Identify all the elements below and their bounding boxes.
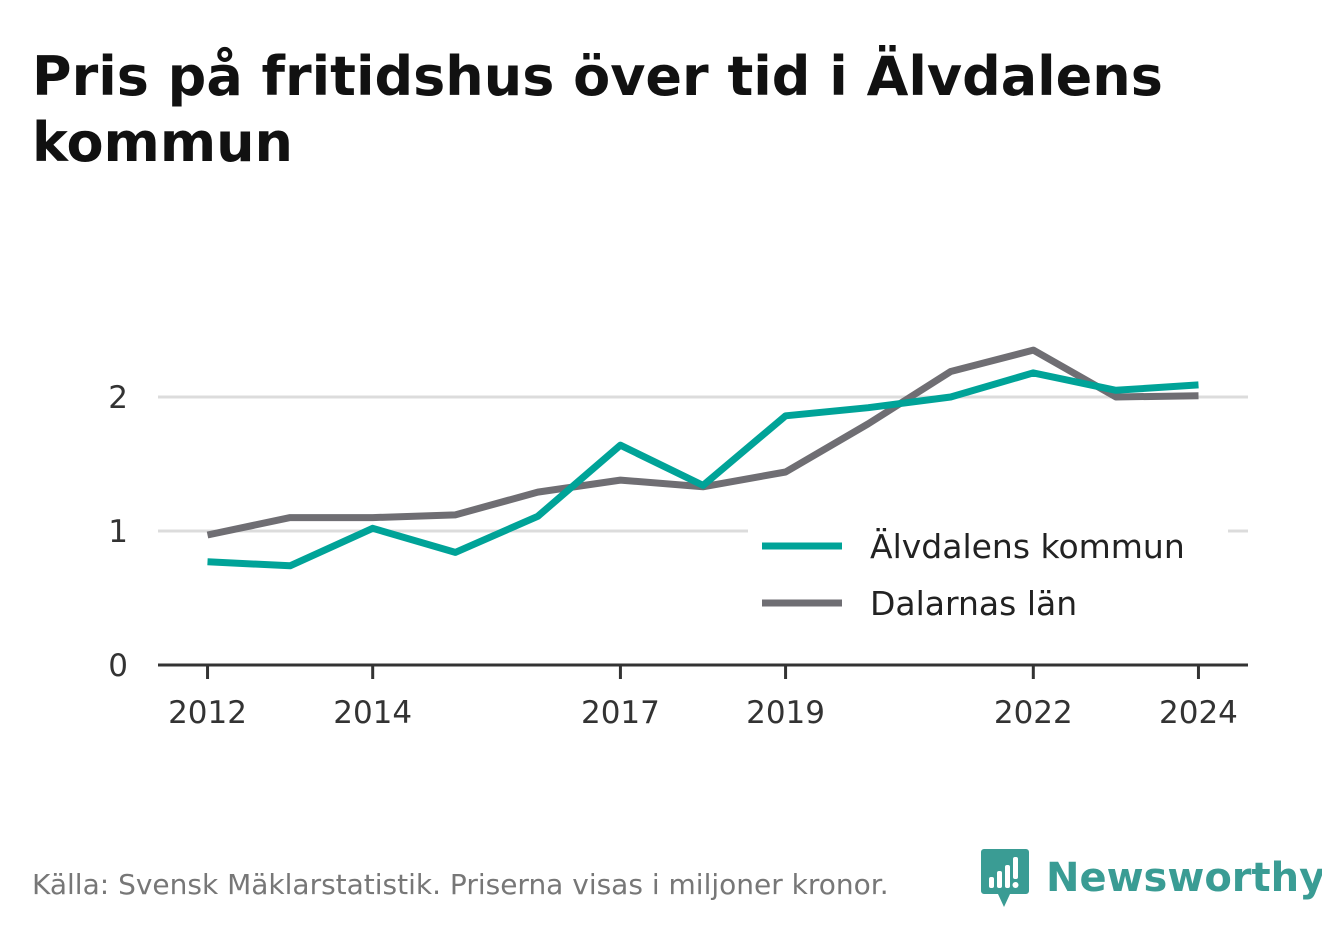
y-tick-label: 1: [108, 514, 128, 550]
x-tick-label: 2012: [168, 695, 247, 731]
newsworthy-logo-icon: [981, 849, 1029, 907]
x-tick-label: 2024: [1159, 695, 1238, 731]
legend-label: Älvdalens kommun: [870, 527, 1185, 566]
y-tick-label: 2: [108, 380, 128, 416]
x-axis: 2012 2014 2017 2019 2022 2024: [158, 663, 1248, 731]
x-tick-label: 2017: [581, 695, 660, 731]
series-lines: [206, 346, 1199, 570]
brand-name: Newsworthy: [1046, 855, 1322, 901]
x-tick-label: 2022: [994, 695, 1073, 731]
series-line-1: [207, 369, 1199, 570]
y-tick-label: 0: [108, 648, 128, 684]
x-tick-label: 2014: [333, 695, 412, 731]
legend: Älvdalens kommun Dalarnas län: [748, 518, 1228, 642]
legend-background: [748, 518, 1228, 642]
source-note: Källa: Svensk Mäklarstatistik. Priserna …: [32, 868, 889, 901]
chart-title: Pris på fritidshus över tid i Älvdalens …: [32, 45, 1163, 174]
x-tick-label: 2019: [746, 695, 825, 731]
brand-logo[interactable]: Newsworthy: [980, 846, 1322, 910]
legend-label: Dalarnas län: [870, 584, 1077, 623]
